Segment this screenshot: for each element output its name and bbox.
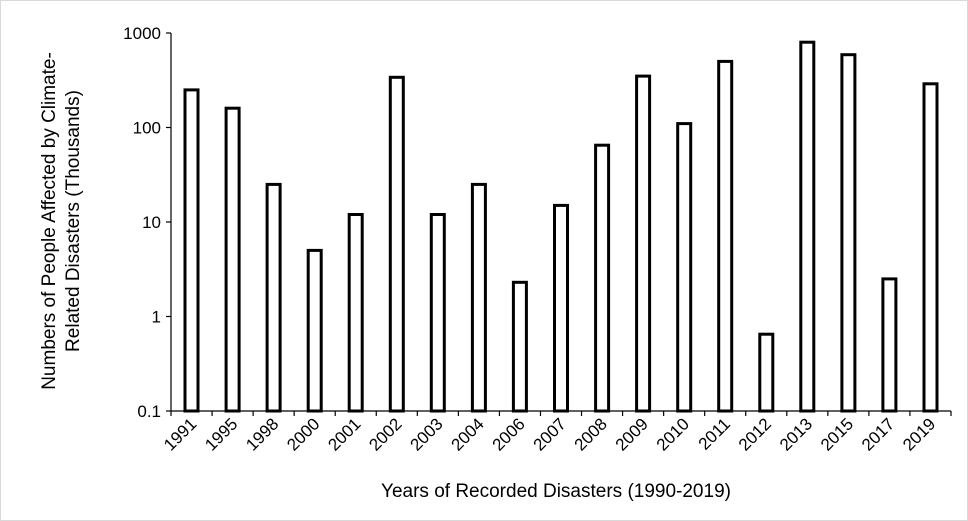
x-ticks-group: 1991 1995 1998 2000 2001 2002 2003 2004 2006 2007…	[160, 411, 952, 455]
x-tick-label-2004: 2004	[448, 414, 488, 454]
bar-1998	[265, 182, 282, 413]
bar-2008	[594, 143, 611, 413]
y-tick-label: 1	[152, 308, 161, 327]
y-ticks-group: 0.1 1 10 100 1000	[123, 24, 171, 421]
bar-2009	[635, 74, 652, 413]
x-tick-label-2001: 2001	[324, 414, 364, 454]
bar-2006	[511, 280, 528, 413]
bar-2002	[388, 75, 405, 413]
x-tick-label-2011: 2011	[695, 414, 734, 453]
y-axis-title-line-1: Numbers of People Affected by Climate-	[39, 52, 60, 390]
x-tick-label-2013: 2013	[776, 414, 816, 454]
bar-2010	[676, 122, 693, 413]
x-tick-label-2010: 2010	[653, 414, 693, 454]
x-tick-label-2019: 2019	[899, 414, 939, 454]
bar-2001	[347, 213, 364, 413]
bar-2019	[922, 82, 939, 413]
bar-2004	[470, 182, 487, 413]
bar-1991	[183, 88, 200, 413]
y-tick-label: 10	[142, 213, 161, 232]
x-tick-label-2008: 2008	[571, 414, 611, 454]
bar-2017	[881, 277, 898, 413]
x-tick-label-2015: 2015	[817, 414, 857, 454]
bar-2011	[717, 59, 734, 413]
bars-group	[183, 40, 939, 413]
x-tick-label-2007: 2007	[530, 414, 570, 454]
x-tick-label-2012: 2012	[735, 414, 775, 454]
y-axis-title: Numbers of People Affected by Climate- R…	[39, 52, 84, 390]
x-tick-label-2002: 2002	[365, 414, 405, 454]
bar-2000	[306, 248, 323, 413]
x-tick-label-1998: 1998	[242, 414, 282, 454]
y-tick-label: 100	[133, 119, 161, 138]
bar-2007	[553, 203, 569, 413]
bar-2013	[799, 40, 816, 413]
x-tick-label-2006: 2006	[489, 414, 529, 454]
x-tick-label-1995: 1995	[201, 414, 241, 454]
bar-2012	[758, 332, 775, 413]
x-tick-label-2000: 2000	[283, 414, 323, 454]
y-tick-label: 0.1	[137, 402, 161, 421]
x-axis-title: Years of Recorded Disasters (1990-2019)	[381, 481, 731, 502]
x-tick-label-1991: 1991	[160, 414, 200, 454]
x-tick-label-2009: 2009	[612, 414, 652, 454]
bar-2003	[429, 213, 446, 413]
bar-1995	[224, 106, 241, 413]
x-tick-label-2017: 2017	[858, 414, 898, 454]
x-tick-label-2003: 2003	[406, 414, 446, 454]
y-axis-title-line-2: Related Disasters (Thousands)	[63, 90, 84, 352]
y-tick-label: 1000	[123, 24, 161, 43]
bar-2015	[840, 53, 857, 413]
